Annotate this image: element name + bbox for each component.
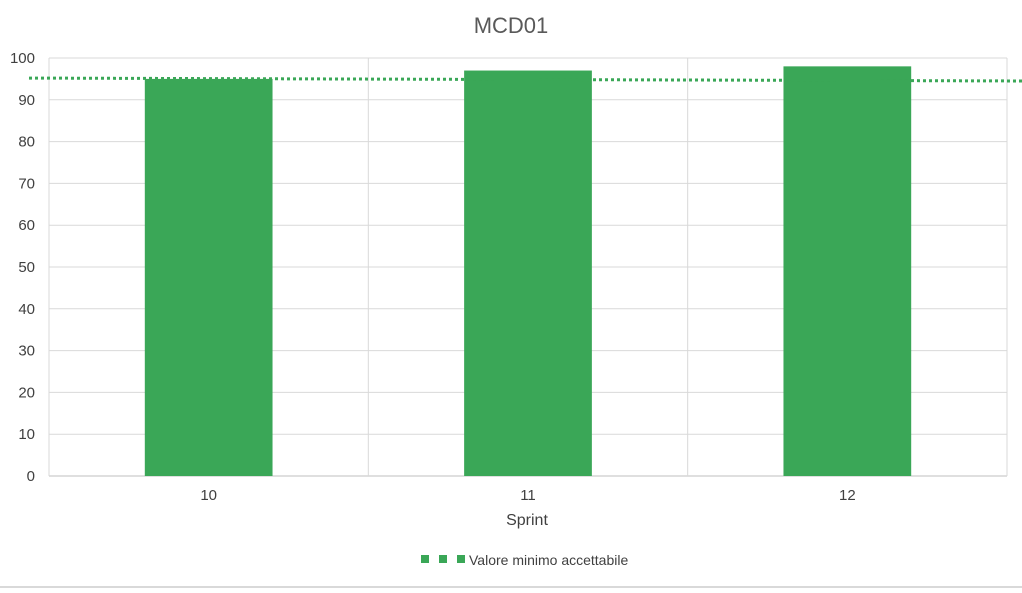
bar bbox=[783, 66, 912, 477]
y-tick-label: 100 bbox=[10, 50, 35, 67]
x-axis-title: Sprint bbox=[506, 512, 548, 529]
legend: Valore minimo accettabile bbox=[421, 552, 628, 568]
x-axis-ticks: 10 11 12 bbox=[200, 487, 855, 504]
y-tick-label: 70 bbox=[18, 175, 35, 192]
legend-swatch-dot bbox=[439, 555, 447, 563]
bar bbox=[464, 70, 592, 476]
x-tick-label: 11 bbox=[520, 487, 536, 504]
legend-label: Valore minimo accettabile bbox=[469, 552, 628, 568]
legend-swatch-dot bbox=[421, 555, 429, 563]
y-tick-label: 80 bbox=[18, 134, 35, 151]
y-tick-label: 30 bbox=[18, 343, 35, 360]
y-tick-label: 50 bbox=[18, 259, 35, 276]
chart-bottom-border bbox=[0, 586, 1022, 588]
bar bbox=[144, 78, 273, 477]
y-tick-label: 40 bbox=[18, 301, 35, 318]
y-tick-label: 60 bbox=[18, 217, 35, 234]
x-tick-label: 10 bbox=[200, 487, 217, 504]
x-tick-label: 12 bbox=[839, 487, 856, 504]
y-tick-label: 0 bbox=[27, 468, 35, 485]
y-tick-label: 90 bbox=[18, 92, 35, 109]
bars bbox=[144, 66, 912, 477]
legend-swatch-dot bbox=[457, 555, 465, 563]
chart-title: MCD01 bbox=[474, 13, 549, 38]
y-tick-label: 10 bbox=[18, 426, 35, 443]
y-axis-ticks: 0 10 20 30 40 50 60 70 80 90 100 bbox=[10, 50, 35, 485]
y-tick-label: 20 bbox=[18, 384, 35, 401]
